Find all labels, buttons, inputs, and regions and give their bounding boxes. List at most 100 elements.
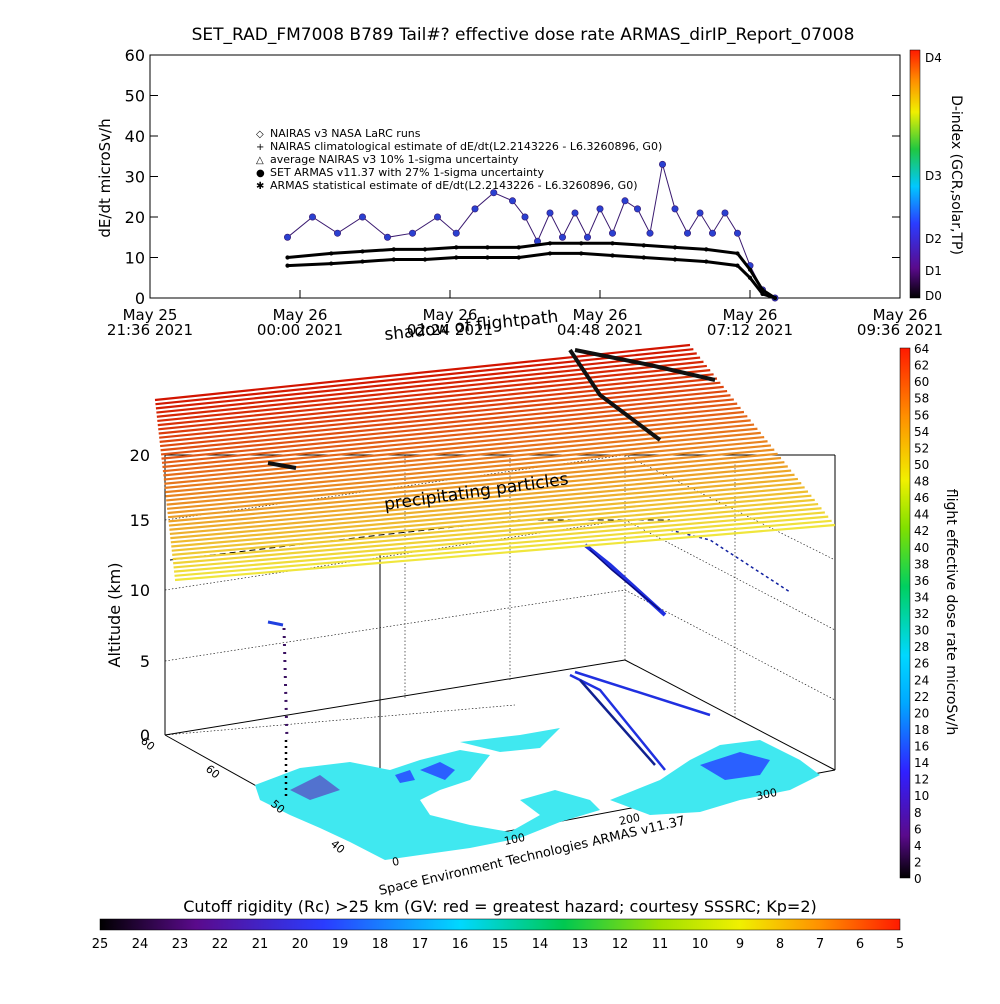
ground-map (255, 728, 820, 860)
rc-colorbar-tick: 23 (172, 937, 189, 952)
rc-colorbar-tick: 13 (572, 937, 589, 952)
particle-plane-stripe (159, 385, 724, 443)
rc-colorbar-tick: 20 (292, 937, 309, 952)
series-0-point (408, 229, 416, 237)
particle-plane-stripe (171, 494, 812, 552)
d-index-tick: D0 (925, 289, 942, 303)
rc-colorbar-tick: 24 (132, 937, 149, 952)
series-0-point (490, 189, 498, 197)
legend-symbol: ● (256, 168, 265, 179)
legend-label: NAIRAS v3 NASA LaRC runs (270, 127, 421, 140)
series-0-point (358, 213, 366, 221)
rc-colorbar-tick: 6 (856, 937, 864, 952)
series-2-point (285, 263, 290, 268)
particle-plane-stripe (171, 490, 809, 548)
particle-plane-stripe (169, 473, 795, 531)
x-tick-label-time: 21:36 2021 (107, 321, 193, 339)
series-line-0 (287, 164, 776, 299)
longitude-axis: 0 100 200 300 (391, 786, 778, 869)
particle-plane-stripe (173, 515, 829, 573)
particle-plane-stripe (173, 511, 825, 569)
x-tick-label-time: 02:24 2021 (407, 321, 493, 339)
y-axis-label: dE/dt microSv/h (96, 118, 114, 237)
series-group (283, 160, 779, 302)
series-1-point (454, 245, 459, 250)
legend-symbol: ✱ (256, 181, 264, 192)
series-0-point (546, 209, 554, 217)
dose-colorbar-tick: 20 (914, 706, 929, 720)
d-index-tick: D1 (925, 264, 942, 278)
particle-plane-stripe (170, 482, 802, 540)
altitude-tick-label: 20 (130, 446, 150, 465)
dose-colorbar-tick: 26 (914, 657, 929, 671)
particle-plane-stripe (169, 477, 799, 536)
particle-plane-stripe (163, 423, 755, 481)
series-0-point (308, 213, 316, 221)
longitude-tick-label: 300 (755, 786, 778, 803)
chart-title: SET_RAD_FM7008 B789 Tail#? effective dos… (192, 25, 855, 45)
rc-colorbar-tick: 10 (692, 937, 709, 952)
rc-colorbar-tick: 17 (412, 937, 429, 952)
series-0-point (696, 209, 704, 217)
series-2-point (547, 251, 553, 256)
series-2-point (772, 295, 778, 301)
series-0-point (558, 233, 566, 241)
series-2-point (610, 253, 615, 258)
particle-plane-stripe (157, 364, 707, 423)
d-index-tick: D3 (925, 169, 942, 183)
rc-colorbar-tick: 9 (736, 937, 744, 952)
rc-colorbar-tick: 18 (372, 937, 389, 952)
series-1-point (704, 247, 709, 252)
dose-colorbar-tick: 52 (914, 441, 929, 455)
particle-plane-stripe (166, 452, 778, 510)
rc-colorbar (99, 918, 901, 931)
x-tick-label-date: May 26 (873, 306, 928, 324)
legend-label: NAIRAS climatological estimate of dE/dt(… (270, 140, 662, 153)
landmass-europe (255, 750, 600, 860)
series-2-point (704, 259, 709, 264)
altitude-tick-label: 10 (130, 581, 150, 600)
series-0-point (508, 197, 516, 205)
series-0-point (283, 233, 291, 241)
d-index-tick: D4 (925, 51, 942, 65)
rc-colorbar-tick: 12 (612, 937, 629, 952)
series-0-point (646, 229, 654, 237)
x-tick-label-time: 07:12 2021 (707, 321, 793, 339)
particle-plane-stripe (155, 352, 697, 410)
particle-plane-stripe (166, 444, 772, 502)
particle-plane-stripe (167, 461, 785, 519)
x-tick-label-date: May 26 (573, 306, 628, 324)
particle-plane-stripe (165, 440, 768, 498)
particle-plane-stripe (158, 377, 718, 435)
series-0-point (633, 205, 641, 213)
series-2-point (641, 255, 646, 260)
latitude-tick-label: 40 (328, 837, 347, 856)
series-2-point (516, 255, 521, 260)
legend-symbol: + (256, 142, 264, 153)
y-tick-label: 60 (125, 46, 145, 65)
rc-colorbar-tick: 25 (92, 937, 109, 952)
x-tick-label-time: 04:48 2021 (557, 321, 643, 339)
rc-colorbar-title: Cutoff rigidity (Rc) >25 km (GV: red = g… (183, 897, 817, 916)
altitude-tick-label: 15 (130, 511, 150, 530)
dose-colorbar-tick: 56 (914, 408, 929, 422)
precipitating-particles-plane (154, 343, 836, 582)
rc-colorbar-tick: 7 (816, 937, 824, 952)
particle-plane-stripe (159, 381, 721, 439)
rc-colorbar-ticks: 25 24 23 22 21 20 19 18 17 16 15 14 13 12 11 10 9 8 7 6 5 (92, 937, 904, 952)
dose-colorbar-tick: 6 (914, 822, 922, 836)
dose-colorbar-tick: 58 (914, 392, 929, 406)
y-tick-label: 30 (125, 168, 145, 187)
series-1-point (641, 243, 646, 248)
series-0-point (608, 229, 616, 237)
dose-colorbar-tick: 8 (914, 806, 922, 820)
d-index-label: D-index (GCR,solar,TP) (948, 95, 964, 255)
dose-colorbar-label: flight effective dose rate microSv/h (943, 489, 959, 735)
rc-colorbar-tick: 5 (896, 937, 904, 952)
legend-symbol: △ (256, 155, 264, 166)
dose-colorbar (899, 347, 911, 879)
rc-colorbar-tick: 11 (652, 937, 669, 952)
series-1-point (360, 249, 365, 254)
dose-colorbar-tick: 14 (914, 756, 929, 770)
